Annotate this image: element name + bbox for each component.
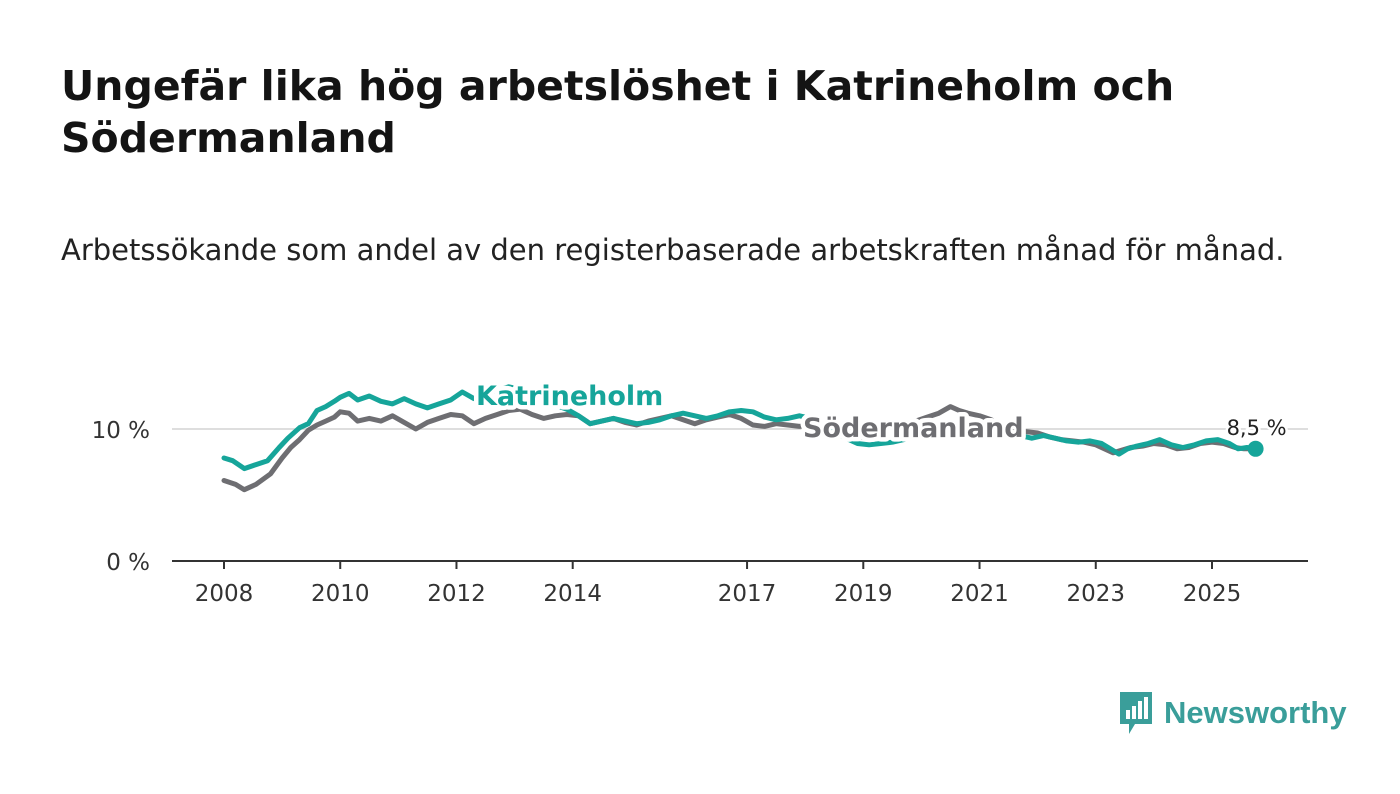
- series-label-katrineholm: Katrineholm: [476, 381, 663, 412]
- end-point-marker: [1247, 440, 1264, 457]
- series-label-halo: Södermanland: [803, 413, 1024, 444]
- x-tick-label: 2017: [718, 581, 777, 607]
- chart-title: Ungefär lika hög arbetslöshet i Katrineh…: [61, 62, 1175, 162]
- newsworthy-logo: Newsworthy: [1118, 688, 1347, 738]
- series-line-katrineholm: [221, 384, 1259, 472]
- chart-subtitle: Arbetssökande som andel av den registerb…: [61, 233, 1285, 267]
- series-line-södermanland: [221, 404, 1259, 493]
- series-label-halo: Katrineholm: [476, 381, 663, 412]
- y-tick-label: 0 %: [106, 550, 150, 576]
- x-tick-label: 2019: [834, 581, 893, 607]
- x-tick-label: 2021: [950, 581, 1009, 607]
- brand-name: Newsworthy: [1164, 695, 1347, 730]
- x-tick-label: 2025: [1183, 581, 1242, 607]
- newsworthy-bar-chart-icon: [1120, 692, 1152, 734]
- x-tick-label: 2008: [195, 581, 254, 607]
- series-label-södermanland: Södermanland: [803, 413, 1024, 444]
- x-tick-label: 2012: [427, 581, 486, 607]
- x-tick-label: 2014: [543, 581, 602, 607]
- x-tick-label: 2023: [1066, 581, 1125, 607]
- y-tick-label: 10 %: [92, 418, 150, 444]
- end-value-label: 8,5 %: [1227, 416, 1287, 440]
- x-tick-label: 2010: [311, 581, 370, 607]
